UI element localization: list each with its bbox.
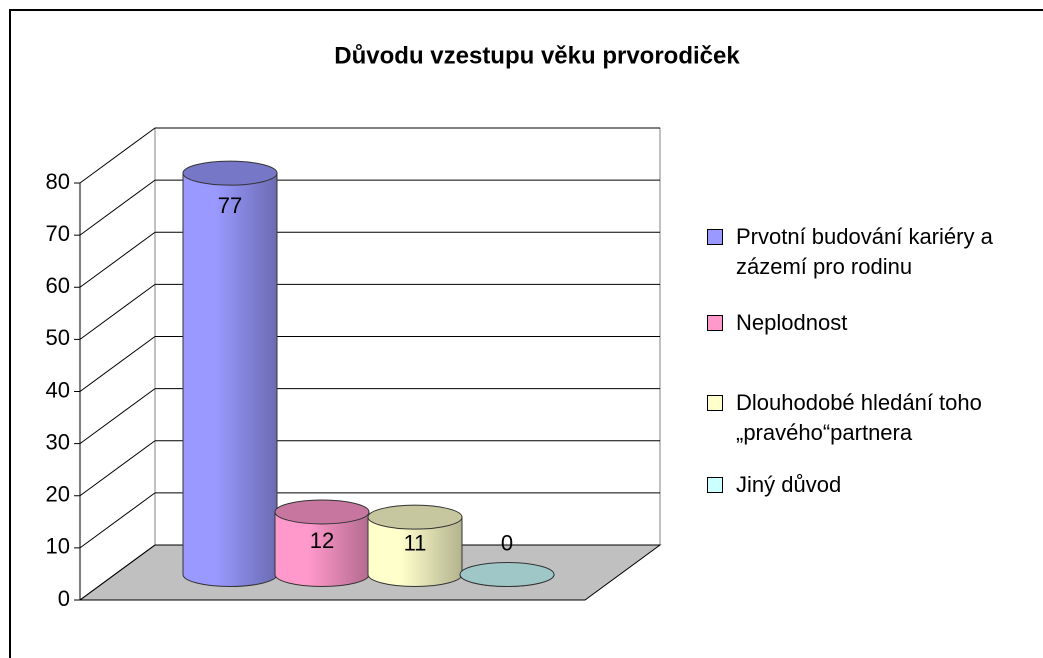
y-tick-label: 70 <box>46 221 70 246</box>
cylinder-top <box>459 562 555 587</box>
legend-label: Dlouhodobé hledání toho „pravého“partner… <box>736 390 982 445</box>
y-tick-label: 10 <box>46 534 70 559</box>
legend-item: Jiný důvod <box>707 470 1037 500</box>
side-grid-line <box>79 283 156 340</box>
cylinder-top <box>274 499 370 525</box>
y-tick-label: 20 <box>46 482 70 507</box>
chart-title: Důvodu vzestupu věku prvorodiček <box>334 42 740 69</box>
legend-swatch <box>707 395 723 411</box>
side-grid-line <box>79 440 156 497</box>
data-label: 11 <box>404 530 427 555</box>
cylinder <box>367 504 463 587</box>
cylinder <box>459 562 555 587</box>
legend-swatch <box>707 315 723 331</box>
side-grid-line <box>79 127 156 184</box>
y-tick-label: 0 <box>58 586 70 611</box>
legend-label: Jiný důvod <box>736 472 842 497</box>
side-grid-line <box>79 492 156 549</box>
side-grid-line <box>79 544 156 601</box>
side-grid-line <box>79 388 156 445</box>
legend-label: Prvotní budování kariéry a zázemí pro ro… <box>736 224 993 279</box>
cylinder-body <box>274 511 370 587</box>
y-tick-label: 30 <box>46 429 70 454</box>
legend-item: Dlouhodobé hledání toho „pravého“partner… <box>707 388 1037 448</box>
cylinder-top <box>367 504 463 530</box>
side-grid-line <box>79 336 156 392</box>
y-tick-label: 60 <box>46 273 70 298</box>
cylinder <box>182 160 278 587</box>
cylinder-body <box>182 172 278 587</box>
data-label: 0 <box>501 530 513 555</box>
data-label: 12 <box>310 528 334 553</box>
legend-swatch <box>707 229 723 245</box>
y-tick-label: 50 <box>46 325 70 350</box>
cylinder <box>274 499 370 587</box>
data-label: 77 <box>218 193 242 218</box>
y-tick-label: 40 <box>46 377 70 402</box>
legend-item: Prvotní budování kariéry a zázemí pro ro… <box>707 222 1037 282</box>
cylinder-top <box>182 160 278 186</box>
y-tick-label: 80 <box>46 169 70 194</box>
legend-item: Neplodnost <box>707 308 1037 338</box>
side-grid-line <box>79 179 156 236</box>
legend-swatch <box>707 477 723 493</box>
side-grid-line <box>79 231 156 288</box>
cylinder-body <box>367 516 463 587</box>
legend-label: Neplodnost <box>736 310 848 335</box>
